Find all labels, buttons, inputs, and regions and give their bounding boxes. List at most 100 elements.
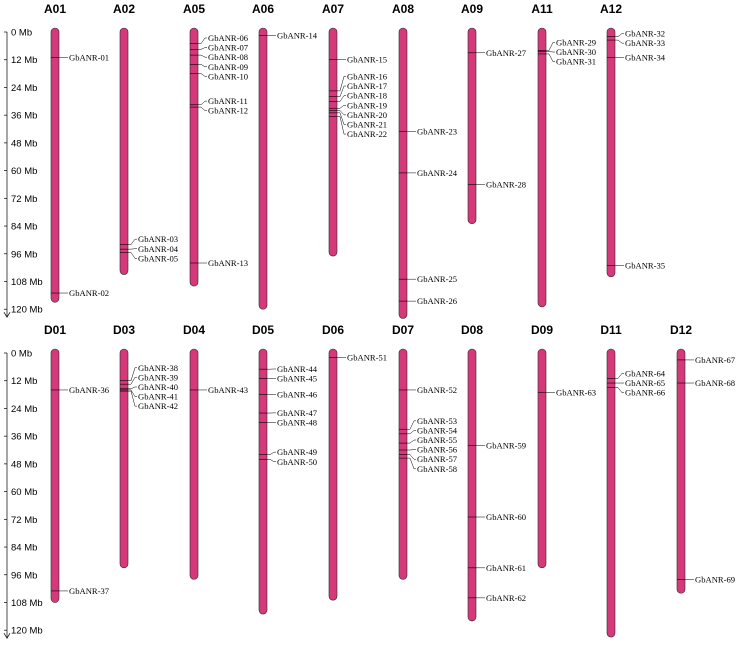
gene-label: GbANR-20 [347,110,387,120]
gene-marker: GbANR-05 [120,252,178,263]
gene-marker: GbANR-36 [51,385,110,395]
axis-tick-label: 12 Mb [11,55,37,66]
panel-a-subgenome: 0 Mb 12 Mb 24 Mb 36 Mb 48 Mb 60 Mb 72 Mb 84 Mb 9… [3,2,666,319]
gene-leader-line [615,387,624,393]
axis-tick-label: 108 Mb [11,598,43,609]
gene-label: GbANR-12 [208,106,248,116]
gene-marker: GbANR-42 [120,390,178,411]
gene-marker: GbANR-30 [538,47,596,57]
gene-label: GbANR-03 [138,234,178,244]
chromosome-label: D09 [531,323,553,337]
gene-leader-line [128,389,137,397]
axis-arrow-icon [3,312,11,318]
gene-label: GbANR-63 [556,387,596,397]
gene-marker: GbANR-64 [607,368,666,379]
gene-leader-line [615,373,624,379]
gene-marker: GbANR-16 [329,71,388,92]
gene-label: GbANR-51 [347,353,387,363]
gene-label: GbANR-44 [277,364,318,374]
gene-leader-line [198,64,207,68]
gene-marker: GbANR-67 [677,355,736,365]
axis-tick-label: 60 Mb [11,166,37,177]
gene-leader-line [128,238,137,245]
gene-leader-line [337,85,346,97]
chromosome-label: A02 [113,2,135,16]
chromosome-label: A01 [44,2,66,16]
gene-label: GbANR-21 [347,119,387,129]
gene-label: GbANR-08 [208,52,248,62]
gene-marker: GbANR-69 [677,574,735,584]
gene-leader-line [407,454,416,460]
chromosome-bar [676,348,686,594]
gene-label: GbANR-28 [486,179,526,189]
gene-marker: GbANR-11 [190,96,248,106]
gene-marker: GbANR-01 [51,52,109,62]
chromosome-bar [258,348,268,615]
gene-leader-line [128,386,137,390]
gene-leader-line [407,457,416,470]
gene-label: GbANR-26 [417,296,458,306]
gene-label: GbANR-67 [695,355,736,365]
gene-label: GbANR-14 [277,30,318,40]
gene-label: GbANR-30 [556,47,596,57]
gene-marker: GbANR-62 [468,593,526,603]
gene-label: GbANR-59 [486,440,526,450]
gene-label: GbANR-05 [138,253,178,263]
chromosome-label: A07 [322,2,344,16]
chromosome-d05: D05GbANR-44GbANR-45GbANR-46GbANR-47GbANR… [252,323,318,615]
gene-label: GbANR-15 [347,55,387,65]
chromosome-label: D03 [113,323,135,337]
chromosome-a08: A08 GbANR-23 GbANR-24 GbANR-25 GbANR-26 [392,2,458,319]
gene-leader-line [128,252,137,259]
gene-label: GbANR-61 [486,563,526,573]
chromosome-d07: D07GbANR-52GbANR-53GbANR-54GbANR-55GbANR… [392,323,458,580]
chromosome-label: D06 [322,323,344,337]
gene-marker: GbANR-37 [51,586,110,596]
gene-marker: GbANR-33 [607,38,665,48]
gene-label: GbANR-29 [556,37,596,47]
gene-label: GbANR-58 [417,464,457,474]
gene-marker: GbANR-27 [468,48,527,58]
gene-marker: GbANR-06 [190,33,249,44]
gene-marker: GbANR-26 [399,296,458,306]
gene-label: GbANR-65 [625,378,665,388]
scale-axis: 0 Mb 12 Mb 24 Mb 36 Mb 48 Mb 60 Mb 72 Mb 84 Mb 9… [3,28,43,318]
chromosome-d06: D06 GbANR-51 [322,323,387,601]
gene-marker: GbANR-60 [468,512,526,522]
gene-marker: GbANR-48 [259,417,317,427]
gene-label: GbANR-57 [417,454,458,464]
axis-tick-label: 108 Mb [11,277,43,288]
gene-label: GbANR-24 [417,168,458,178]
gene-label: GbANR-60 [486,512,526,522]
gene-label: GbANR-17 [347,81,388,91]
gene-label: GbANR-07 [208,43,249,53]
chromosome-bar [119,27,129,275]
gene-marker: GbANR-13 [190,258,248,268]
chromosome-label: D11 [600,323,622,337]
chromosome-bar [50,348,60,603]
gene-label: GbANR-42 [138,401,178,411]
gene-label: GbANR-54 [417,425,458,435]
gene-label: GbANR-06 [208,33,249,43]
chromosome-a07: A07GbANR-15GbANR-16GbANR-17GbANR-18GbANR… [322,2,388,257]
chromosome-label: A09 [461,2,483,16]
gene-leader-line [546,53,555,62]
chromosome-bar [606,27,616,278]
chromosome-a09: A09 GbANR-27 GbANR-28 [461,2,527,225]
axis-tick-label: 120 Mb [11,626,43,637]
chromosome-d04: D04 GbANR-43 [183,323,248,580]
axis-tick-label: 60 Mb [11,487,37,498]
gene-marker: GbANR-46 [259,390,318,400]
gene-label: GbANR-39 [138,372,178,382]
chromosome-bar [189,27,199,287]
gene-leader-line [267,459,276,462]
gene-leader-line [337,110,346,116]
chromosome-label: D07 [392,323,414,337]
gene-marker: GbANR-28 [468,179,526,189]
axis-tick-label: 36 Mb [11,111,37,122]
gene-leader-line [615,39,624,44]
gene-marker: GbANR-47 [259,408,318,418]
chromosome-a06: A06 GbANR-14 [252,2,318,310]
gene-marker: GbANR-35 [607,260,665,270]
